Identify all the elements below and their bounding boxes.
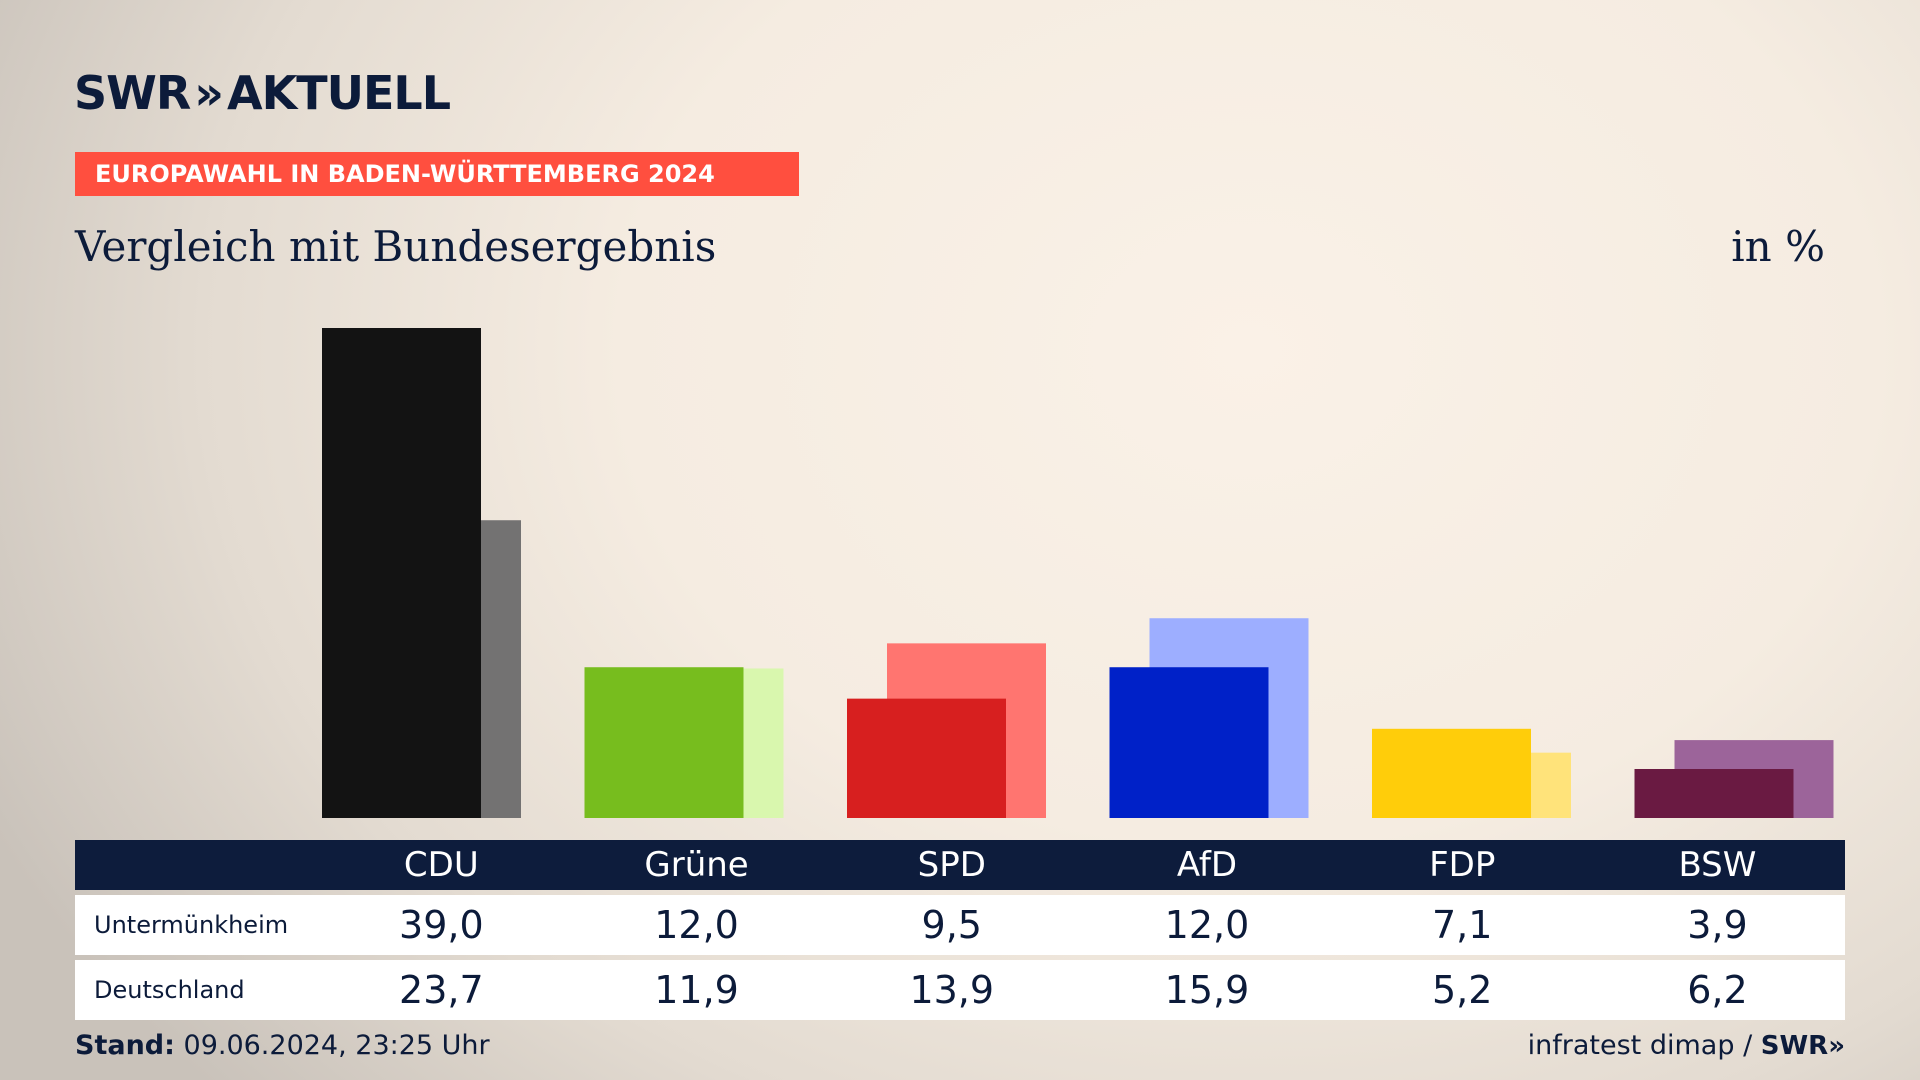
table-header: CDU Grüne SPD AfD FDP BSW (75, 840, 1845, 890)
bar-local-bsw (1634, 769, 1794, 818)
row-label-national: Deutschland (94, 976, 245, 1004)
header-bsw: BSW (1678, 845, 1757, 885)
swr-mini-logo: SWR» (1760, 1031, 1845, 1061)
header-gruene: Grüne (644, 845, 749, 885)
bar-local-spd (847, 698, 1006, 818)
source-credit: infratest dimap / SWR» (1528, 1030, 1845, 1061)
value-cell: 3,9 (1687, 903, 1748, 947)
bar-local-afd (1109, 667, 1269, 818)
value-cell: 11,9 (654, 968, 739, 1012)
header-fdp: FDP (1429, 845, 1496, 885)
value-cell: 12,0 (1164, 903, 1250, 947)
value-cell: 39,0 (399, 903, 484, 947)
header-afd: AfD (1176, 845, 1238, 885)
value-cell: 12,0 (654, 903, 739, 947)
value-cell: 13,9 (909, 968, 995, 1012)
bar-local-fdp (1372, 728, 1531, 818)
bar-chart (322, 328, 1834, 818)
value-cell: 5,2 (1431, 968, 1493, 1012)
header-spd: SPD (917, 845, 986, 885)
election-banner: EUROPAWAHL IN BADEN-WÜRTTEMBERG 2024 (75, 152, 799, 196)
swr-aktuell-logo: SWR»AKTUELL (74, 66, 451, 120)
timestamp: Stand: 09.06.2024, 23:25 Uhr (75, 1030, 490, 1061)
value-cell: 9,5 (921, 903, 982, 947)
value-cell: 23,7 (399, 968, 484, 1012)
table-row: Deutschland 23,7 11,9 13,9 15,9 5,2 6,2 (75, 960, 1845, 1020)
stand-value: 09.06.2024, 23:25 Uhr (183, 1030, 490, 1061)
value-cell: 6,2 (1687, 968, 1748, 1012)
source-text: infratest dimap / (1527, 1030, 1753, 1061)
row-label-local: Untermünkheim (94, 911, 289, 939)
stand-label: Stand: (75, 1030, 175, 1061)
bar-local-grüne (584, 667, 744, 818)
value-cell: 15,9 (1164, 968, 1250, 1012)
header-cdu: CDU (403, 845, 479, 885)
chart-subtitle: Vergleich mit Bundesergebnis (75, 222, 717, 271)
bar-local-cdu (322, 328, 481, 818)
header-spacer (75, 840, 314, 890)
unit-label: in % (1731, 222, 1825, 271)
results-table: CDU Grüne SPD AfD FDP BSW Untermünkheim … (75, 840, 1845, 1020)
value-cell: 7,1 (1431, 903, 1493, 947)
table-row: Untermünkheim 39,0 12,0 9,5 12,0 7,1 3,9 (75, 895, 1845, 955)
